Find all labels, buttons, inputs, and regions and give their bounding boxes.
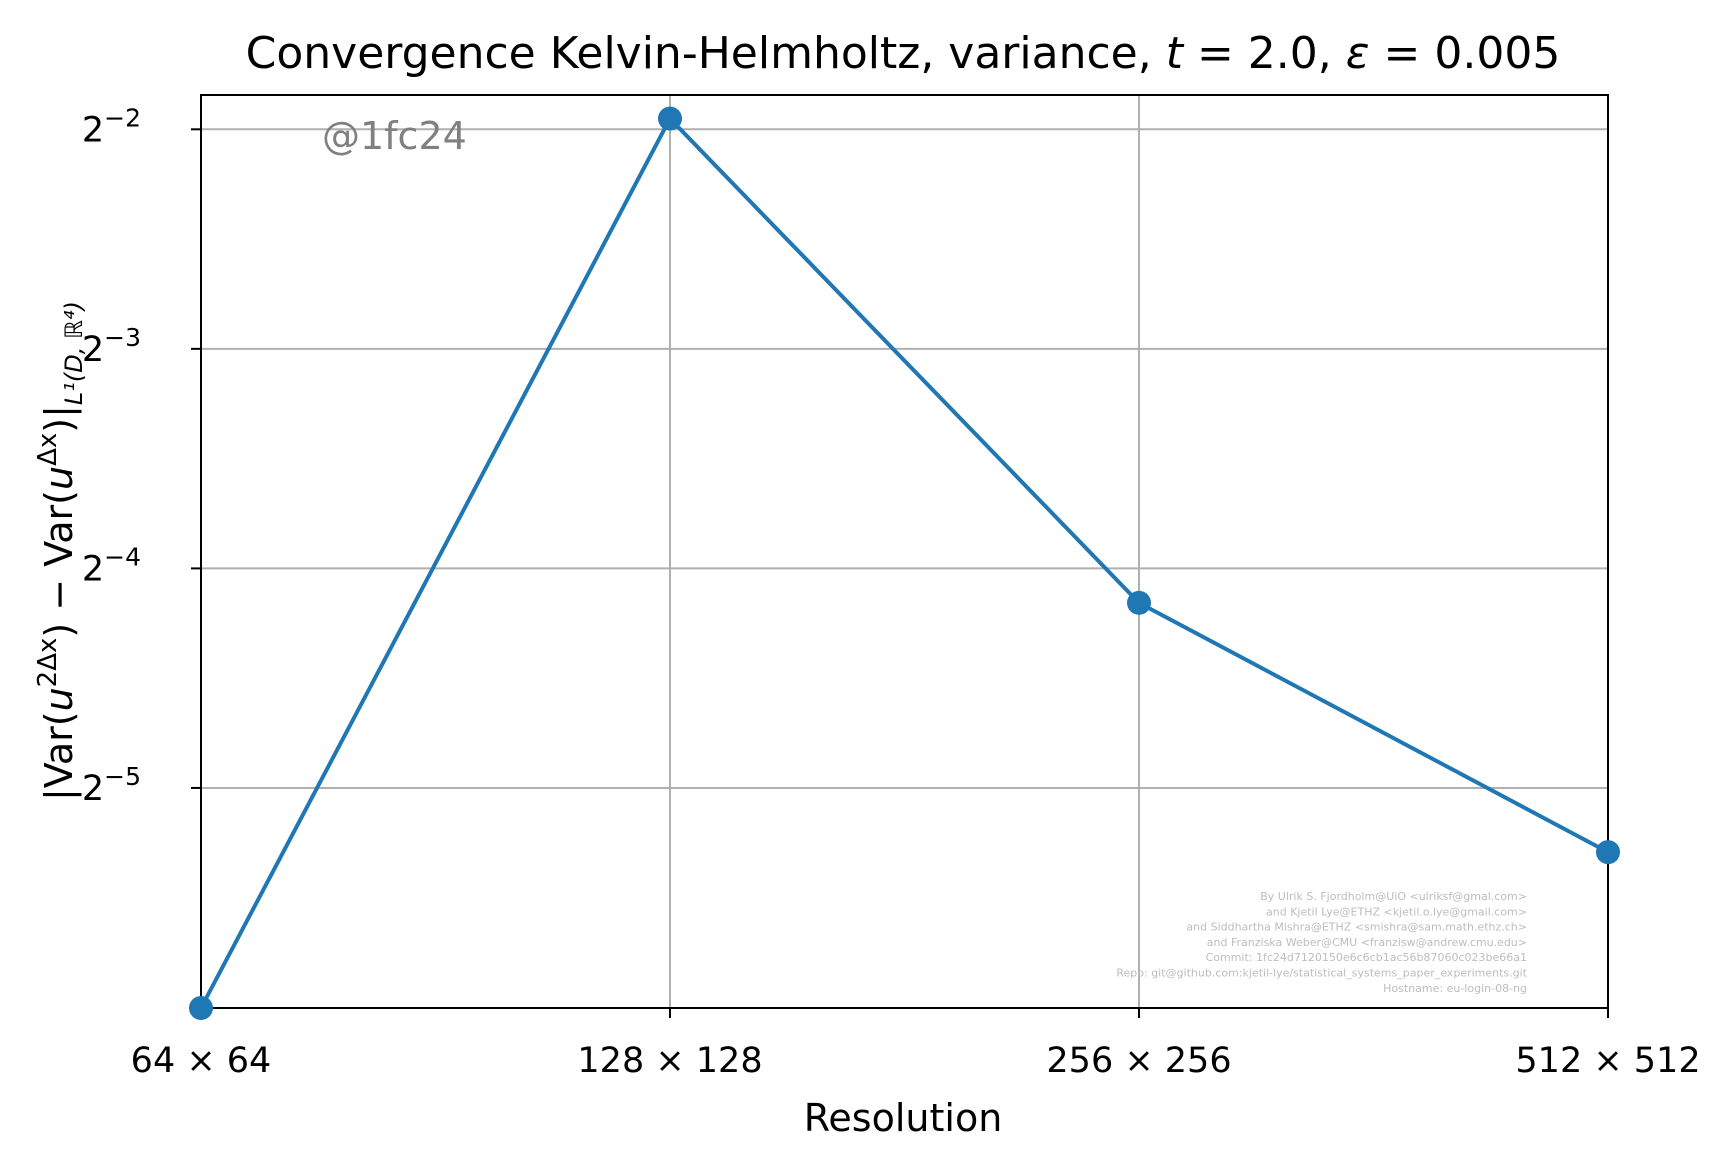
x-tick-label: 64 × 64	[131, 1041, 272, 1081]
credits-block: By Ulrik S. Fjordholm@UiO <ulriksf@gmal.…	[1116, 890, 1527, 995]
y-label-part3: )|	[37, 405, 82, 433]
y-label-sup1: 2Δx	[33, 638, 63, 688]
y-tick-label: 2−4	[82, 542, 141, 589]
credit-line: By Ulrik S. Fjordholm@UiO <ulriksf@gmal.…	[1260, 890, 1527, 903]
y-label-subscript: L¹(D, ℝ⁴)	[60, 301, 88, 405]
series-line	[199, 116, 1609, 1009]
credit-line: Repo: git@github.com:kjetil-lye/statisti…	[1116, 967, 1527, 980]
title-eps-symbol: ε	[1346, 28, 1370, 79]
y-tick-label: 2−3	[82, 323, 141, 370]
y-label-u2: u	[37, 466, 81, 490]
x-tick-label: 256 × 256	[1046, 1041, 1231, 1081]
y-axis-label: |Var(u2Δx) − Var(uΔx)|L¹(D, ℝ⁴)	[33, 301, 88, 801]
y-tick-base: 2	[82, 769, 104, 809]
plot-frame	[200, 94, 1609, 1009]
x-tick-label: 128 × 128	[577, 1041, 762, 1081]
y-label-sup2: Δx	[33, 433, 63, 466]
y-tick-label: 2−2	[82, 103, 141, 150]
credit-line: and Siddhartha Mishra@ETHZ <smishra@sam.…	[1186, 921, 1527, 934]
y-tick-label: 2−5	[82, 762, 141, 809]
data-point	[1596, 840, 1620, 865]
y-label-u1: u	[37, 687, 81, 711]
y-tick-exponent: −3	[104, 323, 141, 352]
y-tick-exponent: −5	[104, 762, 141, 791]
y-tick-exponent: −2	[104, 103, 141, 132]
title-t-symbol: t	[1166, 28, 1185, 79]
credit-line: Hostname: eu-login-08-ng	[1383, 982, 1527, 995]
data-point	[189, 996, 213, 1020]
title-main: Convergence Kelvin-Helmholtz, variance,	[246, 28, 1166, 79]
data-point	[658, 106, 682, 131]
y-tick-base: 2	[82, 110, 104, 150]
y-label-part2: ) − Var(	[37, 490, 81, 638]
series-layer	[189, 106, 1620, 1020]
x-tick-label: 512 × 512	[1515, 1041, 1700, 1081]
y-tick-exponent: −4	[104, 542, 141, 571]
title-t-value: = 2.0,	[1183, 28, 1346, 79]
x-axis-label: Resolution	[804, 1096, 1003, 1140]
title-eps-value: = 0.005	[1370, 28, 1561, 79]
y-tick-base: 2	[82, 549, 104, 589]
ticks-layer: 64 × 64 128 × 128 256 × 256 512 × 5122−22−3…	[82, 103, 1701, 1081]
y-tick-base: 2	[82, 330, 104, 370]
chart-title: Convergence Kelvin-Helmholtz, variance, …	[246, 28, 1561, 79]
credit-line: and Kjetil Lye@ETHZ <kjetil.o.lye@gmail.…	[1266, 905, 1527, 918]
y-label-part1: |Var(	[37, 711, 82, 801]
data-point	[1127, 590, 1151, 615]
credit-line: and Franziska Weber@CMU <franzisw@andrew…	[1207, 936, 1527, 949]
watermark-text: @1fc24	[322, 114, 467, 158]
credit-line: Commit: 1fc24d7120150e6c6cb1ac56b87060c0…	[1206, 951, 1527, 964]
